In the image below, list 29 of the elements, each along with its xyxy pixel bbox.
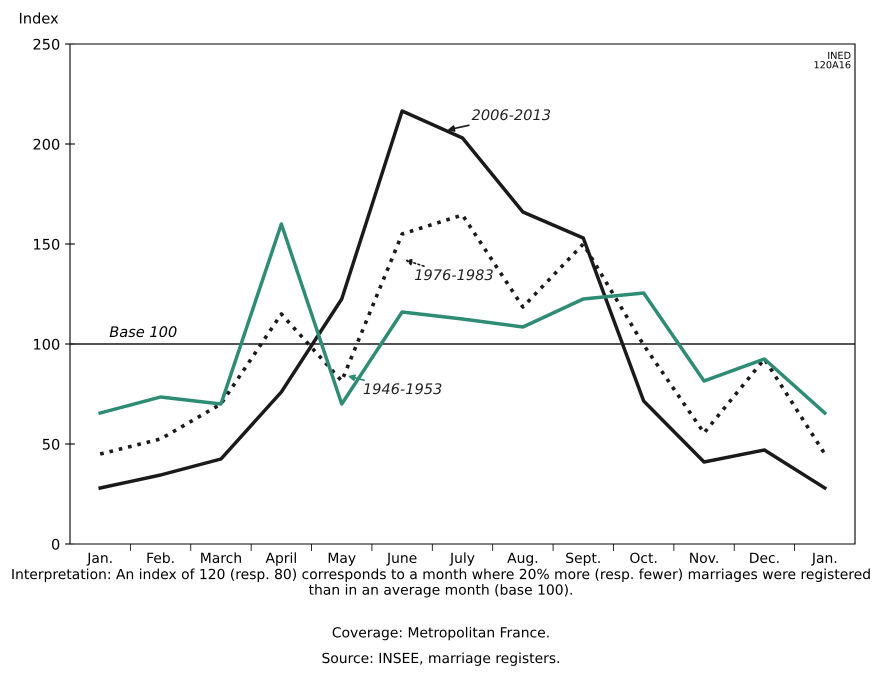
y-tick-label: 250 bbox=[34, 38, 60, 50]
text: Coverage: Metropolitan France. bbox=[332, 626, 549, 640]
y-axis-title: Index bbox=[20, 12, 58, 24]
x-tick-label: Dec. bbox=[750, 552, 779, 564]
x-tick-label: Nov. bbox=[690, 552, 718, 564]
x-tick-label: May bbox=[328, 552, 356, 566]
x-tick-label: Aug. bbox=[507, 552, 538, 566]
x-tick-label: Feb. bbox=[147, 552, 174, 564]
x-tick-label: Jan. bbox=[86, 552, 112, 566]
x-tick-label: Sept. bbox=[566, 552, 600, 566]
x-tick-label: Jan. bbox=[811, 552, 836, 566]
series-label: 2006-2013 bbox=[472, 109, 550, 120]
legend-label: 1976-1983 bbox=[414, 269, 493, 280]
x-tick-label: March bbox=[201, 552, 241, 564]
y-tick-label: 150 bbox=[34, 238, 60, 250]
ref-line-label: Base 100 bbox=[110, 326, 176, 338]
x-tick-label: Oct. bbox=[630, 552, 656, 564]
source-note: Source: INSEE, marriage registers. bbox=[322, 652, 560, 666]
annotation: INED 120A16 bbox=[814, 52, 850, 68]
x-tick-label: July bbox=[449, 552, 475, 566]
text: Interpretation: An index of 120 (resp. 80) corresponds to a month where 20% more (resp. fewer) marriages were registered than in an average month (base 100). bbox=[12, 568, 870, 598]
y-tick-label: 0 bbox=[52, 538, 60, 550]
line-series bbox=[98, 222, 827, 415]
y-tick-label: 50 bbox=[42, 438, 60, 450]
x-tick-label: April bbox=[266, 552, 296, 566]
y-tick-label: 200 bbox=[34, 138, 60, 150]
y-tick-label: 100 bbox=[34, 338, 60, 350]
legend-label: 1946-1953 bbox=[364, 383, 442, 394]
x-tick-label: June bbox=[386, 552, 416, 566]
